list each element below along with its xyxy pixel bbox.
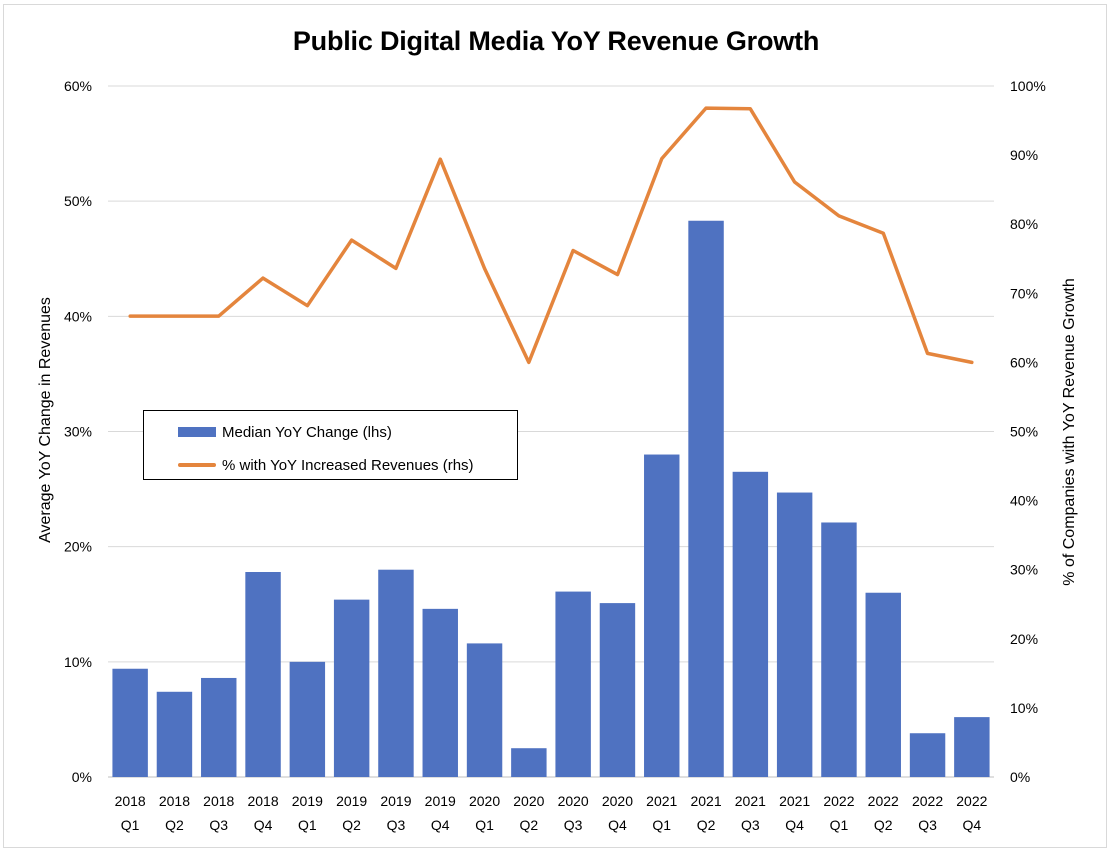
bar xyxy=(644,454,680,777)
left-tick-label: 10% xyxy=(64,654,92,670)
x-tick-label-quarter: Q2 xyxy=(697,817,716,833)
bar xyxy=(466,643,503,777)
bar xyxy=(333,599,370,777)
x-tick-label-year: 2018 xyxy=(115,793,146,809)
x-tick-label-quarter: Q2 xyxy=(874,817,893,833)
x-tick-label-quarter: Q1 xyxy=(298,817,317,833)
line-series xyxy=(128,106,974,365)
x-tick-label-quarter: Q3 xyxy=(918,817,937,833)
right-tick-label: 60% xyxy=(1010,354,1038,370)
legend-item-bar: Median YoY Change (lhs) xyxy=(178,422,392,442)
x-tick-label-year: 2018 xyxy=(203,793,234,809)
x-tick-label-year: 2021 xyxy=(646,793,677,809)
right-tick-label: 100% xyxy=(1010,78,1046,94)
x-tick-label-year: 2020 xyxy=(602,793,633,809)
right-axis-ticks: 0% 10% 20% 30% 40% 50% 60% 70% 80% 90% 100% xyxy=(1010,78,1046,785)
x-tick-label-quarter: Q3 xyxy=(387,817,406,833)
x-tick-label-quarter: Q1 xyxy=(121,817,140,833)
x-tick-label-quarter: Q4 xyxy=(608,817,627,833)
left-tick-label: 20% xyxy=(64,539,92,555)
x-tick-label-year: 2022 xyxy=(823,793,854,809)
x-tick-label-year: 2021 xyxy=(735,793,766,809)
left-axis-ticks: 0% 10% 20% 30% 40% 50% 60% xyxy=(64,78,92,785)
legend-line-swatch xyxy=(178,463,216,467)
left-tick-label: 40% xyxy=(64,308,92,324)
chart-frame xyxy=(3,4,1107,848)
bar-series xyxy=(112,220,990,777)
x-tick-label-quarter: Q2 xyxy=(520,817,539,833)
x-tick-label-year: 2021 xyxy=(779,793,810,809)
bar xyxy=(511,748,547,777)
legend: Median YoY Change (lhs) % with YoY Incre… xyxy=(143,410,518,480)
x-tick-label-year: 2018 xyxy=(159,793,190,809)
x-axis-ticks: 2018 Q1 2018 Q2 2018 Q3 2018 Q4 2019 Q1 2019 Q2 2019… xyxy=(115,793,988,833)
x-tick-label-quarter: Q1 xyxy=(652,817,671,833)
bar xyxy=(378,569,414,777)
bar xyxy=(156,691,193,777)
bar xyxy=(865,592,901,777)
bar xyxy=(112,668,148,777)
left-tick-label: 0% xyxy=(72,769,92,785)
y-axis-left-title: Average YoY Change in Revenues xyxy=(37,297,54,543)
bar xyxy=(599,603,636,777)
x-tick-label-year: 2019 xyxy=(292,793,323,809)
bar xyxy=(201,677,237,777)
x-tick-label-year: 2021 xyxy=(690,793,721,809)
right-tick-label: 30% xyxy=(1010,562,1038,578)
x-tick-label-quarter: Q2 xyxy=(165,817,184,833)
bar xyxy=(821,522,857,777)
x-tick-label-year: 2020 xyxy=(469,793,500,809)
right-tick-label: 80% xyxy=(1010,216,1038,232)
bar xyxy=(954,717,990,777)
x-tick-label-year: 2018 xyxy=(247,793,278,809)
bar xyxy=(688,220,724,777)
bar xyxy=(555,591,591,777)
x-tick-label-year: 2019 xyxy=(425,793,456,809)
right-tick-label: 70% xyxy=(1010,285,1038,301)
right-tick-label: 40% xyxy=(1010,493,1038,509)
x-tick-label-year: 2022 xyxy=(912,793,943,809)
x-tick-label-quarter: Q3 xyxy=(209,817,228,833)
left-tick-label: 60% xyxy=(64,78,92,94)
y-axis-right-title: % of Companies with YoY Revenue Growth xyxy=(1061,278,1078,585)
x-tick-label-quarter: Q4 xyxy=(785,817,804,833)
x-tick-label-quarter: Q4 xyxy=(431,817,450,833)
x-tick-label-quarter: Q2 xyxy=(342,817,361,833)
x-tick-label-year: 2020 xyxy=(513,793,544,809)
x-tick-label-year: 2019 xyxy=(336,793,367,809)
x-tick-label-year: 2022 xyxy=(868,793,899,809)
legend-item-line: % with YoY Increased Revenues (rhs) xyxy=(178,455,474,475)
right-tick-label: 90% xyxy=(1010,147,1038,163)
legend-label-bar: Median YoY Change (lhs) xyxy=(222,423,392,441)
x-tick-label-quarter: Q1 xyxy=(830,817,849,833)
legend-bar-swatch xyxy=(178,427,216,437)
right-tick-label: 10% xyxy=(1010,700,1038,716)
x-tick-label-quarter: Q3 xyxy=(741,817,760,833)
x-tick-label-year: 2022 xyxy=(956,793,987,809)
bar xyxy=(732,471,769,777)
bar xyxy=(422,608,458,777)
bar xyxy=(245,572,281,777)
left-tick-label: 30% xyxy=(64,424,92,440)
x-tick-label-quarter: Q3 xyxy=(564,817,583,833)
right-tick-label: 20% xyxy=(1010,631,1038,647)
x-tick-label-quarter: Q4 xyxy=(963,817,982,833)
left-tick-label: 50% xyxy=(64,193,92,209)
legend-label-line: % with YoY Increased Revenues (rhs) xyxy=(222,456,474,474)
right-tick-label: 0% xyxy=(1010,769,1030,785)
x-tick-label-quarter: Q1 xyxy=(475,817,494,833)
bar xyxy=(289,661,326,777)
series-line xyxy=(128,106,974,365)
bar xyxy=(909,733,946,777)
x-tick-label-year: 2019 xyxy=(380,793,411,809)
bar xyxy=(776,492,813,777)
chart-title: Public Digital Media YoY Revenue Growth xyxy=(292,26,820,56)
x-tick-label-year: 2020 xyxy=(558,793,589,809)
x-tick-label-quarter: Q4 xyxy=(254,817,273,833)
right-tick-label: 50% xyxy=(1010,424,1038,440)
